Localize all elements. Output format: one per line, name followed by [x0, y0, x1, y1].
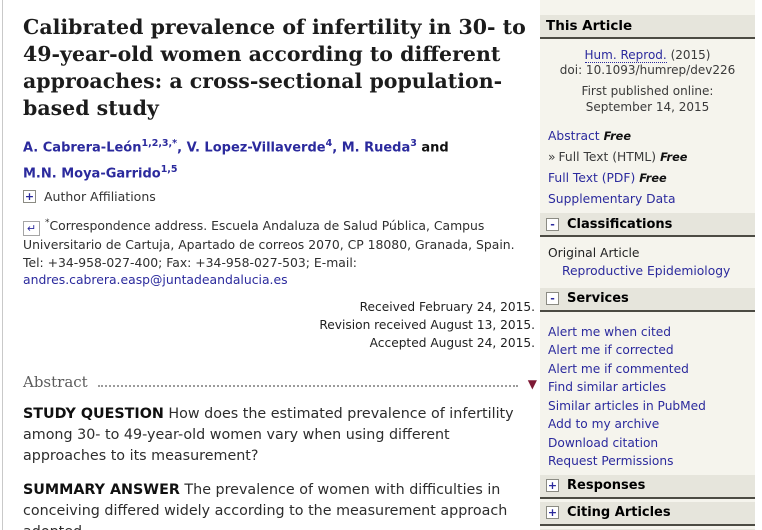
service-link-row: Find similar articles: [548, 378, 747, 397]
classifications-header-label: Classifications: [567, 216, 673, 232]
article-link-row: Supplementary Data: [548, 189, 747, 209]
service-link-row: Request Permissions: [548, 452, 747, 471]
author-link-v-lopez-villaverde[interactable]: V. Lopez-Villaverde: [186, 140, 326, 156]
history-date: Revision received August 13, 2015.: [319, 318, 535, 333]
author-affiliations-toggle[interactable]: + Author Affiliations: [23, 189, 532, 204]
sidebar: This Article Hum. Reprod. (2015) doi: 10…: [538, 0, 760, 530]
free-badge: Free: [660, 151, 688, 165]
service-link-row: Download citation: [548, 434, 747, 453]
article-main: Calibrated prevalence of infertility in …: [2, 0, 538, 530]
author-affiliation-sup: 4: [325, 138, 333, 150]
journal-link[interactable]: Hum. Reprod.: [584, 48, 667, 63]
section-header-citing-articles[interactable]: + Citing Articles: [540, 501, 755, 526]
service-link-similar-articles-in-pubmed[interactable]: Similar articles in PubMed: [548, 398, 706, 413]
collapse-minus-icon[interactable]: -: [546, 292, 559, 306]
author-affiliation-sup: 1,2,3,*: [141, 138, 178, 150]
abstract-section-label: SUMMARY ANSWER: [23, 481, 180, 498]
abstract-content: STUDY QUESTION How does the estimated pr…: [23, 404, 532, 530]
service-link-row: Add to my archive: [548, 415, 747, 434]
free-badge: Free: [639, 172, 667, 186]
expand-plus-icon[interactable]: +: [23, 189, 36, 203]
author-separator: ,: [177, 140, 187, 156]
author-list: A. Cabrera-León1,2,3,*, V. Lopez-Villave…: [23, 135, 533, 186]
service-link-alert-me-if-commented[interactable]: Alert me if commented: [548, 361, 689, 376]
abstract-heading: Abstract: [23, 372, 88, 391]
dotted-divider: [97, 384, 518, 387]
first-published: First published online: September 14, 20…: [581, 84, 714, 114]
article-link-row: » Full Text (HTML) Free: [548, 147, 747, 168]
classification-text: Original Article: [548, 246, 640, 261]
collapse-triangle-icon[interactable]: ▼: [527, 376, 537, 391]
section-header-label: Citing Articles: [567, 505, 671, 521]
article-link-row: Abstract Free: [548, 126, 747, 147]
this-article-header: This Article: [540, 15, 755, 39]
classifications-header[interactable]: - Classifications: [540, 213, 755, 238]
author-affiliation-sup: 1,5: [160, 163, 178, 175]
link-full-text-html[interactable]: Full Text (HTML): [558, 150, 657, 165]
service-link-row: Alert me if corrected: [548, 341, 747, 360]
section-header-label: Responses: [567, 478, 646, 494]
author-affiliations-label: Author Affiliations: [44, 188, 156, 204]
history-date: Received February 24, 2015.: [359, 299, 535, 314]
free-badge: Free: [603, 130, 631, 144]
history-dates: Received February 24, 2015. Revision rece…: [23, 298, 535, 353]
author-affiliation-sup: 3: [410, 138, 417, 150]
collapse-minus-icon[interactable]: -: [546, 217, 559, 231]
author-separator: and: [416, 140, 449, 156]
this-article-header-label: This Article: [546, 18, 633, 34]
abstract-heading-row: Abstract ▼: [23, 373, 537, 391]
service-link-row: Similar articles in PubMed: [548, 397, 747, 416]
sidebar-top-strip: [540, 0, 755, 15]
link-abstract[interactable]: Abstract: [548, 129, 600, 144]
classification-link-reproductive-epidemiology[interactable]: Reproductive Epidemiology: [562, 264, 731, 279]
section-header-google-scholar[interactable]: +Google Scholar: [540, 528, 755, 530]
sidebar-inner: This Article Hum. Reprod. (2015) doi: 10…: [540, 0, 755, 530]
correspondence-marker: *: [45, 217, 50, 228]
abstract-section-label: STUDY QUESTION: [23, 405, 164, 422]
current-marker-icon: »: [548, 150, 556, 165]
correspondence-text: Correspondence address. Escuela Andaluza…: [23, 217, 515, 270]
services-header[interactable]: - Services: [540, 287, 755, 312]
link-supplementary-data[interactable]: Supplementary Data: [548, 192, 676, 207]
classifications-content: Original Article Reproductive Epidemiolog…: [540, 240, 755, 288]
service-link-alert-me-if-corrected[interactable]: Alert me if corrected: [548, 343, 674, 358]
email-link[interactable]: andres.cabrera.easp@juntadeandalucia.es: [23, 272, 288, 288]
doi: doi: 10.1093/humrep/dev226: [559, 63, 736, 77]
collapsed-sections: + Responses + Citing Articles +Google Schola…: [540, 474, 755, 530]
author-link-a-cabrera-le-n[interactable]: A. Cabrera-León: [23, 140, 142, 156]
article-link-row: Full Text (PDF) Free: [548, 168, 747, 189]
history-date: Accepted August 24, 2015.: [369, 336, 535, 351]
correspondence-note: ↵ *Correspondence address. Escuela Andalu…: [23, 217, 535, 289]
author-link-m-n-moya-garrido[interactable]: M.N. Moya-Garrido: [23, 166, 161, 182]
services-links: Alert me when cited Alert me if corrected…: [540, 315, 755, 475]
service-link-row: Alert me if commented: [548, 360, 747, 379]
citation-block: Hum. Reprod. (2015) doi: 10.1093/humrep/…: [540, 42, 755, 118]
service-link-add-to-my-archive[interactable]: Add to my archive: [548, 417, 660, 432]
expand-plus-icon[interactable]: +: [546, 479, 559, 493]
section-header-responses[interactable]: + Responses: [540, 474, 755, 499]
service-link-alert-me-when-cited[interactable]: Alert me when cited: [548, 324, 672, 339]
article-title: Calibrated prevalence of infertility in …: [23, 15, 526, 121]
service-link-find-similar-articles[interactable]: Find similar articles: [548, 380, 667, 395]
service-link-download-citation[interactable]: Download citation: [548, 435, 659, 450]
expand-plus-icon[interactable]: +: [546, 506, 559, 520]
abstract-section-study-question: STUDY QUESTION How does the estimated pr…: [23, 405, 514, 464]
return-arrow-icon[interactable]: ↵: [23, 220, 40, 236]
abstract-section-summary-answer: SUMMARY ANSWER The prevalence of women w…: [23, 481, 508, 530]
citation-year: (2015): [670, 48, 711, 62]
article-format-links: Abstract Free» Full Text (HTML) Free Full Te…: [540, 118, 755, 213]
author-link-m-rueda[interactable]: M. Rueda: [341, 140, 411, 156]
services-header-label: Services: [567, 291, 629, 307]
service-link-row: Alert me when cited: [548, 323, 747, 342]
link-full-text-pdf[interactable]: Full Text (PDF): [548, 171, 636, 186]
service-link-request-permissions[interactable]: Request Permissions: [548, 454, 674, 469]
author-separator: ,: [332, 140, 342, 156]
